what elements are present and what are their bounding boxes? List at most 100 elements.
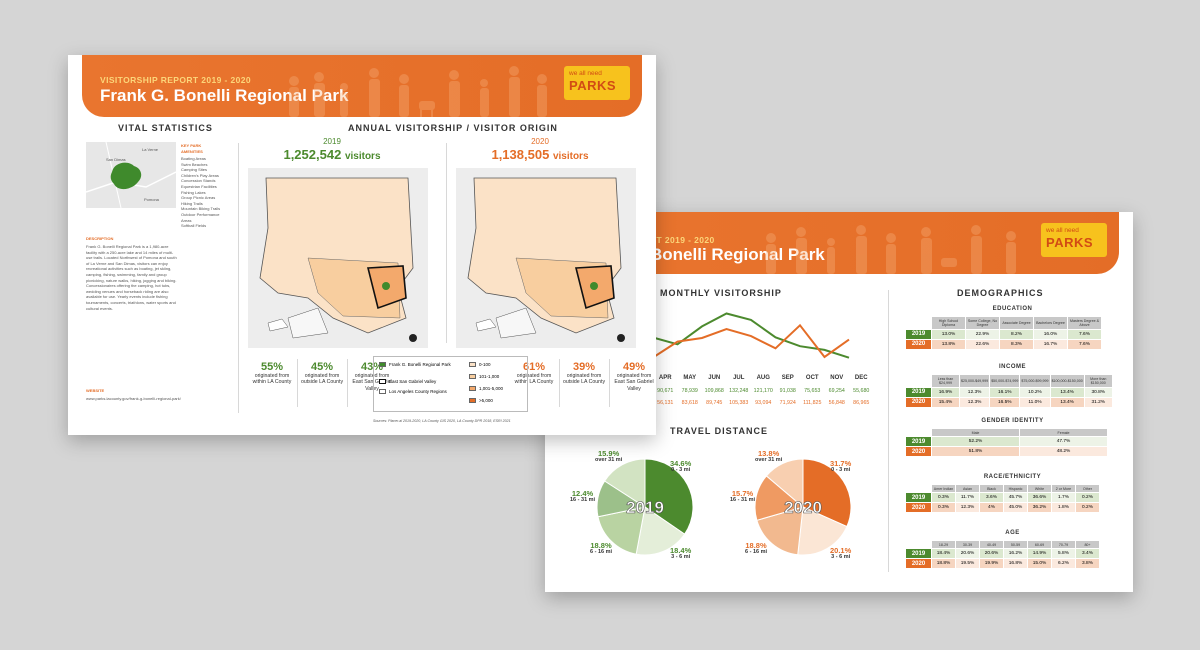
demographics-heading: DEMOGRAPHICS [957, 288, 1044, 298]
pie-slice [802, 458, 852, 528]
amenity-item: Children's Play Areas [181, 172, 219, 178]
table-col-header: 40-49 [979, 539, 1004, 550]
table-row-year: 2020 [905, 446, 932, 458]
table-cell: 51.8% [931, 446, 1020, 458]
amenity-item: Group Picnic Areas [181, 195, 216, 201]
pie-slice-range: 16 - 31 mi [730, 497, 756, 503]
pie-slice [765, 458, 804, 509]
table-row-year: 2019 [905, 436, 932, 448]
banner-subtitle: RT 2019 - 2020 [650, 235, 715, 245]
table-cell: 16.1% [989, 386, 1021, 398]
visitors-2020: 1,138,505 visitors [440, 147, 640, 162]
table-cell: 3.8% [1075, 558, 1100, 570]
table-cell: 12.3% [958, 386, 991, 398]
pie-slice-label: 13.8% over 31 mi [755, 450, 782, 464]
locator-map-graphic [86, 142, 176, 208]
table-col-header: Hispanic [1003, 483, 1028, 494]
website-url[interactable]: www.parks.lacounty.gov/frank-g-bonelli-r… [86, 396, 181, 401]
table-cell: 3.4% [1075, 548, 1100, 560]
table-row: 2020 13.8% 22.6% 8.3% 16.7% 7.6% [905, 338, 1102, 350]
pie-slice [603, 458, 646, 508]
legend-bin: 101-1,000 [479, 374, 500, 379]
value-2019: 132,248 [729, 388, 749, 394]
travel-pie-2019: 2019 [596, 458, 694, 556]
table-col-header: Asian [955, 483, 980, 494]
value-2020: 83,618 [681, 400, 698, 406]
pie-year-label: 2019 [626, 498, 664, 517]
table-cell: 22.6% [965, 338, 1000, 350]
table-header-row: Male Female [905, 427, 1108, 438]
series-line-2020 [652, 323, 850, 359]
table-corner [905, 427, 932, 438]
table-col-header: High School Diploma [931, 316, 966, 330]
pie-slice [797, 506, 848, 556]
value-2019: 91,038 [779, 388, 796, 394]
people-silhouettes-icon [766, 225, 1016, 274]
origin-stat: 55% originated from within LA County [250, 361, 294, 386]
front-banner: VISITORSHIP REPORT 2019 - 2020 Frank G. … [82, 55, 642, 117]
pie-slice-range: 3 - 6 mi [831, 554, 851, 560]
table-cell: 7.6% [1067, 338, 1102, 350]
legend-bin: 1,001-5,000 [479, 386, 504, 391]
la-county-map-2019 [259, 177, 417, 342]
pie-slice-label: 15.9% over 31 mi [595, 450, 622, 464]
table-row: 2019 13.0% 22.9% 8.2% 16.0% 7.6% [905, 328, 1102, 340]
pie-slice-range: over 31 mi [755, 457, 783, 463]
website-heading: WEBSITE [86, 388, 105, 393]
map-label-la-verne: La Verne [142, 147, 159, 152]
pie-slice [754, 475, 805, 521]
table-col-header: More than $150,000 [1083, 374, 1113, 388]
table-row: 2020 15.4% 12.3% 16.5% 11.0% 13.4% 31.2% [905, 396, 1113, 408]
pie-slice [597, 506, 646, 555]
month-labels: APR MAY JUN JUL AUG SEP OCT NOV DEC [653, 375, 874, 381]
value-2020: 105,383 [729, 400, 749, 406]
table-cell: 13.0% [931, 328, 966, 340]
month-label: OCT [805, 375, 819, 381]
table-cell: 4% [979, 502, 1004, 514]
pie-slice-pct: 12.4% [571, 489, 594, 498]
amenities-heading: KEY PARK AMENITIES [181, 143, 203, 154]
table-row-year: 2019 [905, 492, 932, 504]
table-cell: 31.2% [1083, 396, 1113, 408]
origin-stat: 43% originated from East San Gabriel Vall… [350, 361, 394, 392]
month-label: NOV [830, 375, 844, 381]
gender-heading: GENDER IDENTITY [981, 418, 1044, 424]
origin-stat-text: originated from within LA County [514, 373, 554, 386]
table-row: 2020 0.3% 12.3% 4% 45.0% 36.2% 1.8% 0.2% [905, 502, 1100, 514]
table-cell: 8.2% [999, 328, 1034, 340]
banner-title: Frank G. Bonelli Regional Park [100, 86, 349, 105]
pie-slice-range: 3 - 6 mi [671, 554, 691, 560]
table-col-header: $100,000-$150,000 [1049, 374, 1085, 388]
description-text: Frank G. Bonelli Regional Park is a 1,98… [86, 244, 177, 311]
table-col-header: 50-59 [1003, 539, 1028, 550]
race-table: Amer Indian Asian Black Hispanic White 2 or M… [905, 483, 1100, 514]
pie-slice-label: 31.7% 0 - 3 mi [830, 460, 851, 474]
pie-slice-label: 20.1% 3 - 6 mi [830, 547, 851, 561]
origin-stat: 45% originated from outside LA County [300, 361, 344, 386]
table-col-header: Some College, No Degree [965, 316, 1000, 330]
pie-slice-range: 6 - 16 mi [590, 549, 613, 555]
table-cell: 10.2% [1019, 386, 1051, 398]
table-cell: 1.8% [1051, 502, 1076, 514]
values-2019: 90,671 78,939 109,868 132,248 121,170 91,038 7… [653, 388, 874, 394]
amenity-item: Softball Fields [181, 223, 207, 229]
value-2020: 71,924 [779, 400, 796, 406]
table-corner [905, 374, 932, 388]
visitor-origin-map-2019 [248, 168, 428, 348]
table-col-header: Associate Degree [999, 316, 1034, 330]
table-cell: 16.0% [1033, 328, 1068, 340]
divider [347, 359, 348, 407]
table-cell: 7.6% [1067, 328, 1102, 340]
legend-esgv: East San Gabriel Valley [389, 379, 437, 384]
value-2020: 86,965 [853, 400, 870, 406]
locator-map: La Verne San Dimas Pomona [86, 142, 176, 208]
education-table: High School Diploma Some College, No Degr… [905, 316, 1102, 350]
legend-park: Frank G. Bonelli Regional Park [389, 362, 451, 367]
table-cell: 52.2% [931, 436, 1020, 448]
pie-slice-pct: 18.8% [590, 541, 612, 550]
table-cell: 0.3% [931, 502, 956, 514]
amenity-item: Swim Beaches [181, 161, 208, 167]
origin-stat-text: originated from outside LA County [562, 373, 606, 386]
table-col-header: Female [1019, 427, 1108, 438]
table-col-header: Other [1075, 483, 1100, 494]
